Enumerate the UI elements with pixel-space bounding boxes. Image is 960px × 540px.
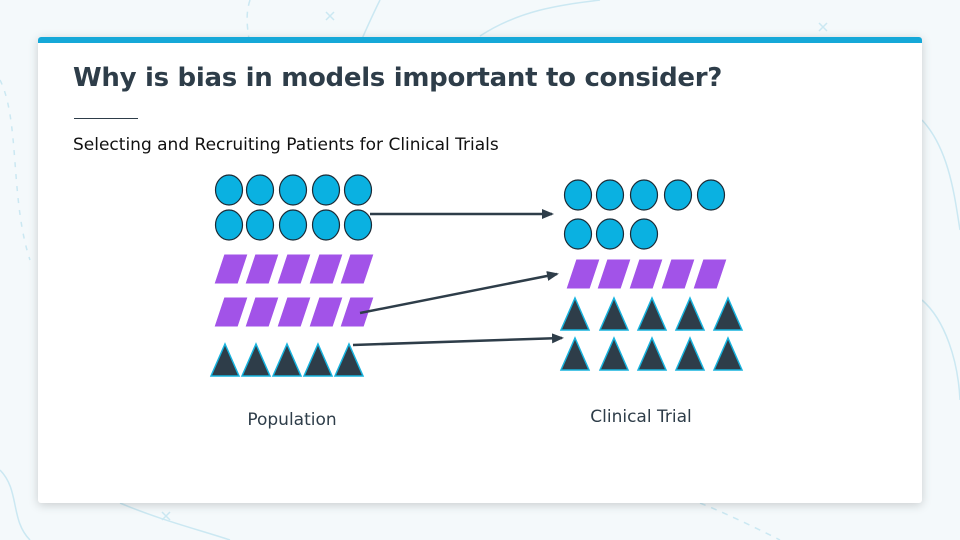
population-circle [245,209,275,241]
trial-parallelogram [660,258,696,290]
trial-triangle [636,336,668,371]
population-circle [214,209,244,241]
background-curve [0,469,31,540]
trial-circle [563,179,593,211]
title-underline [74,118,138,119]
clinical-trial-label: Clinical Trial [590,407,691,427]
trial-triangle [674,296,706,331]
population-triangle [271,342,303,377]
population-parallelogram [276,296,312,328]
slide-subtitle: Selecting and Recruiting Patients for Cl… [73,135,499,155]
population-circle [343,209,373,241]
trial-circle [595,179,625,211]
trial-parallelogram [692,258,728,290]
population-circle [343,174,373,206]
trial-circle [629,179,659,211]
population-parallelogram [308,296,344,328]
population-circle [278,174,308,206]
background-cross [161,511,171,521]
population-parallelogram [213,296,249,328]
background-cross [325,11,335,21]
population-parallelogram [276,253,312,285]
trial-parallelogram [628,258,664,290]
slide-title: Why is bias in models important to consi… [73,63,723,93]
background-curve [921,299,960,401]
population-circle [245,174,275,206]
trial-circle [696,179,726,211]
population-triangle [240,342,272,377]
background-curve [0,79,31,261]
trial-triangle [636,296,668,331]
population-parallelogram [308,253,344,285]
population-parallelogram [339,253,375,285]
slide-accent-bar [38,37,922,43]
population-parallelogram [244,253,280,285]
population-triangle [209,342,241,377]
population-parallelogram [213,253,249,285]
arrow-triangles [352,333,564,347]
trial-circle [563,218,593,250]
trial-triangle [712,336,744,371]
population-circle [311,209,341,241]
trial-circle [629,218,659,250]
population-circle [311,174,341,206]
background-curve [921,119,960,231]
population-triangle [302,342,334,377]
background-cross [818,22,828,32]
arrow-parallelograms [359,271,559,315]
trial-triangle [712,296,744,331]
trial-circle [663,179,693,211]
trial-triangle [559,336,591,371]
trial-circle [595,218,625,250]
population-parallelogram [244,296,280,328]
background-curve [119,502,231,540]
trial-parallelogram [565,258,601,290]
population-circle [214,174,244,206]
trial-triangle [598,336,630,371]
trial-triangle [598,296,630,331]
trial-triangle [559,296,591,331]
trial-parallelogram [596,258,632,290]
slide-card: Why is bias in models important to consi… [38,37,922,503]
population-triangle [333,342,365,377]
population-label: Population [247,410,336,430]
trial-triangle [674,336,706,371]
background-curve [479,0,601,37]
population-circle [278,209,308,241]
population-parallelogram [339,296,375,328]
